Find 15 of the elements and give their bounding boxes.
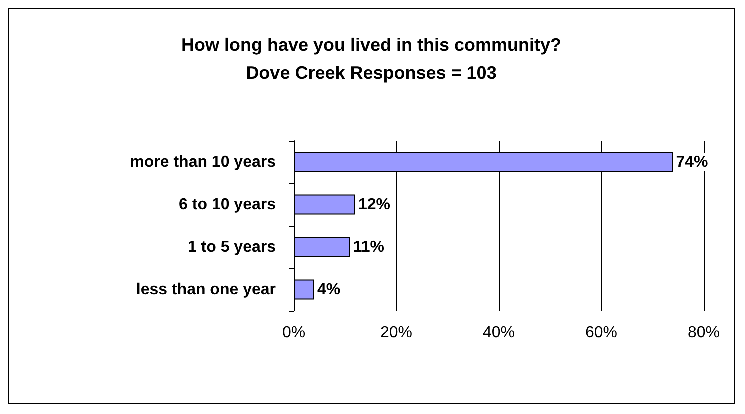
x-tick-label: 60% — [585, 324, 618, 342]
data-label: 12% — [358, 196, 391, 214]
data-label: 4% — [318, 281, 341, 298]
y-tick-label: less than one year — [136, 281, 276, 298]
y-tick-label: 6 to 10 years — [179, 196, 276, 214]
x-tick-label: 20% — [380, 324, 413, 342]
data-label: 74% — [676, 154, 708, 171]
chart-subtitle: Dove Creek Responses = 103 — [246, 63, 497, 83]
data-label: 11% — [353, 238, 385, 256]
y-tick-label: 1 to 5 years — [188, 238, 276, 256]
chart-title: How long have you lived in this community? — [181, 35, 562, 55]
x-tick-label: 0% — [282, 324, 306, 342]
x-tick-label: 40% — [482, 324, 516, 342]
y-tick-label: more than 10 years — [130, 154, 276, 171]
x-tick-label: 80% — [688, 324, 720, 342]
